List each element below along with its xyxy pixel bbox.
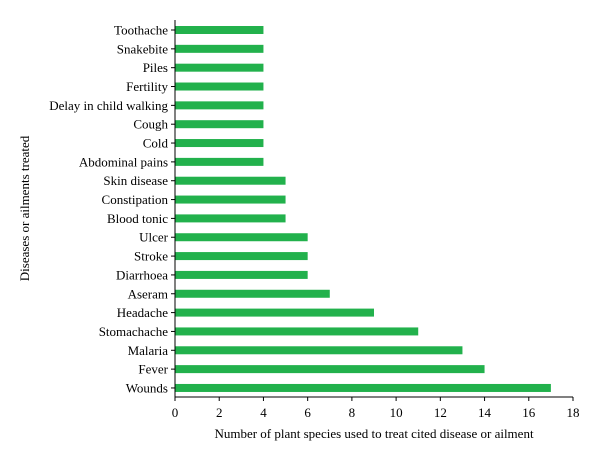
x-tick-label: 0 — [172, 405, 179, 420]
bar-abdominal-pains — [175, 157, 264, 166]
category-label-fertility: Fertility — [126, 79, 168, 94]
x-axis-ticks: 0 2 4 6 8 10 12 14 16 18 — [172, 397, 580, 420]
category-label-piles: Piles — [143, 60, 168, 75]
bar-snakebite — [175, 44, 264, 53]
bar-aseram — [175, 289, 330, 298]
x-tick-label: 14 — [478, 405, 492, 420]
bar-malaria — [175, 346, 463, 355]
x-axis-title: Number of plant species used to treat ci… — [214, 426, 534, 441]
category-label-fever: Fever — [138, 362, 168, 377]
x-tick-label: 16 — [522, 405, 536, 420]
bar-fever — [175, 365, 485, 374]
category-label-snakebite: Snakebite — [117, 41, 168, 56]
bar-fertility — [175, 82, 264, 91]
category-label-skin-disease: Skin disease — [103, 173, 168, 188]
category-labels: Toothache Snakebite Piles Fertility Delay in… — [49, 23, 175, 395]
category-label-abdominal-pains: Abdominal pains — [79, 154, 168, 169]
x-tick-label: 12 — [434, 405, 447, 420]
bar-stomachache — [175, 327, 419, 336]
category-label-headache: Headache — [117, 305, 168, 320]
category-label-malaria: Malaria — [128, 343, 169, 358]
x-tick-label: 10 — [390, 405, 403, 420]
category-label-toothache: Toothache — [114, 23, 168, 38]
bar-delay-in-child-walking — [175, 101, 264, 110]
category-label-aseram: Aseram — [128, 286, 168, 301]
bar-cold — [175, 139, 264, 148]
bar-constipation — [175, 195, 286, 204]
bar-stroke — [175, 252, 308, 261]
y-axis-title: Diseases or ailments treated — [17, 135, 32, 281]
bar-skin-disease — [175, 176, 286, 185]
x-tick-label: 6 — [304, 405, 311, 420]
x-tick-label: 8 — [349, 405, 356, 420]
category-label-ulcer: Ulcer — [139, 230, 169, 245]
category-label-blood-tonic: Blood tonic — [107, 211, 168, 226]
category-label-cold: Cold — [143, 136, 169, 151]
x-tick-label: 4 — [260, 405, 267, 420]
category-label-constipation: Constipation — [102, 192, 169, 207]
category-label-delay-in-child-walking: Delay in child walking — [49, 98, 168, 113]
bar-diarrhoea — [175, 270, 308, 279]
bar-toothache — [175, 26, 264, 34]
x-tick-label: 18 — [567, 405, 580, 420]
category-label-wounds: Wounds — [126, 380, 168, 395]
bar-cough — [175, 120, 264, 129]
category-label-stomachache: Stomachache — [99, 324, 169, 339]
x-tick-label: 2 — [216, 405, 223, 420]
category-label-diarrhoea: Diarrhoea — [116, 267, 168, 282]
bar-blood-tonic — [175, 214, 286, 223]
bar-ulcer — [175, 233, 308, 242]
bar-piles — [175, 63, 264, 72]
category-label-cough: Cough — [133, 117, 168, 132]
bar-wounds — [175, 383, 551, 392]
bars-group — [175, 26, 551, 392]
bar-headache — [175, 308, 374, 317]
category-label-stroke: Stroke — [134, 249, 168, 264]
